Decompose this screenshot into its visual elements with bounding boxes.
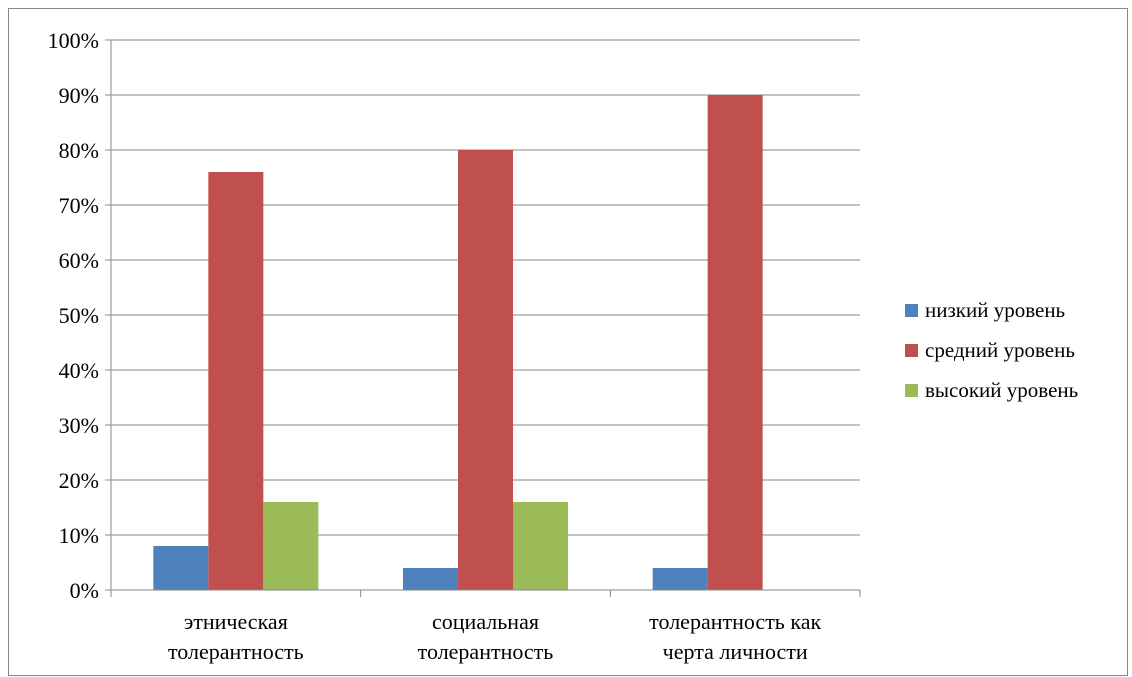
y-tick-label: 70% <box>59 193 99 218</box>
y-tick-label: 20% <box>59 468 99 493</box>
legend-swatch <box>905 303 918 317</box>
y-tick-label: 90% <box>59 83 99 108</box>
y-tick-label: 40% <box>59 358 99 383</box>
x-tick-label: толерантность как <box>649 609 821 634</box>
bar <box>652 568 708 590</box>
legend-label: высокий уровень <box>925 377 1079 402</box>
legend: низкий уровень средний уровень высокий уро… <box>905 290 1127 410</box>
y-tick-label: 80% <box>59 138 99 163</box>
legend-label: средний уровень <box>925 337 1075 362</box>
bar <box>263 502 319 590</box>
y-tick-label: 100% <box>48 28 99 53</box>
bar <box>153 546 209 590</box>
legend-item: высокий уровень <box>905 370 1127 410</box>
x-tick-label: толерантность <box>168 639 304 664</box>
bar <box>513 502 568 590</box>
bar <box>458 150 513 590</box>
x-tick-label: толерантность <box>418 639 554 664</box>
y-tick-label: 30% <box>59 413 99 438</box>
x-tick-label: черта личности <box>663 639 808 664</box>
bar <box>707 95 763 590</box>
legend-swatch <box>905 383 918 397</box>
x-tick-label: социальная <box>432 609 539 634</box>
y-tick-label: 50% <box>59 303 99 328</box>
y-tick-label: 0% <box>70 578 99 603</box>
legend-item: низкий уровень <box>905 290 1127 330</box>
legend-label: низкий уровень <box>925 297 1066 322</box>
x-tick-label: этническая <box>184 609 288 634</box>
bar <box>208 172 264 590</box>
y-tick-label: 10% <box>59 523 99 548</box>
bar <box>403 568 458 590</box>
legend-swatch <box>905 343 918 357</box>
legend-item: средний уровень <box>905 330 1127 370</box>
y-tick-label: 60% <box>59 248 99 273</box>
